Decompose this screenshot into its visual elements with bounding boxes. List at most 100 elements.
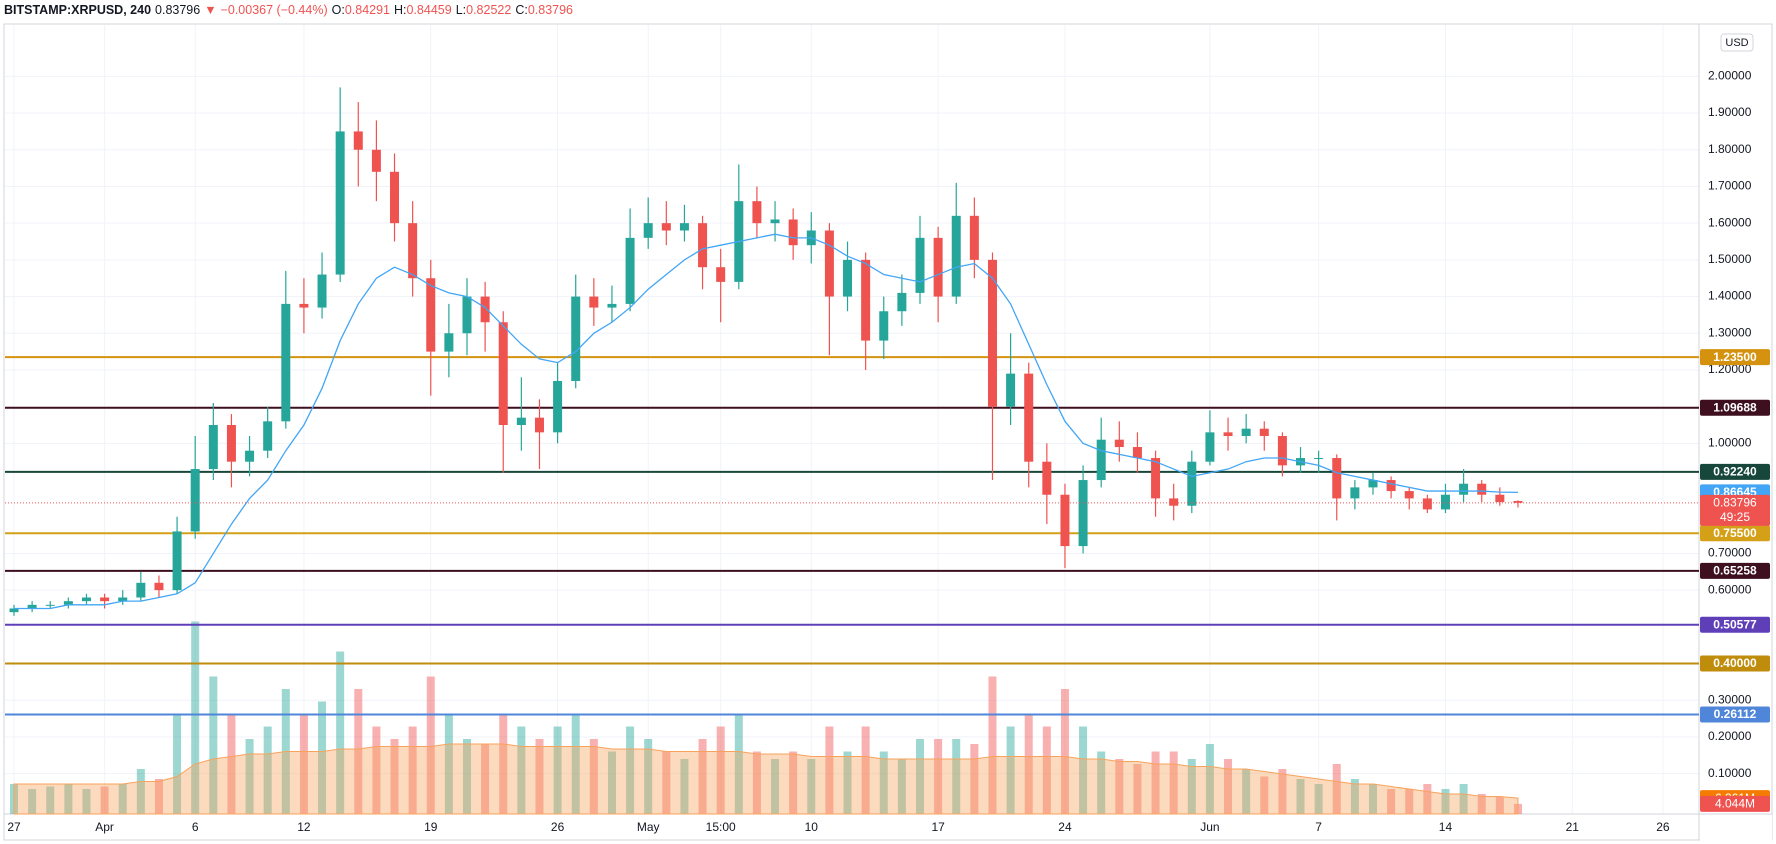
candle-body bbox=[879, 311, 889, 341]
header: BITSTAMP:XRPUSD, 240 0.83796 ▼ −0.00367 (−0… bbox=[4, 3, 581, 17]
volume-bar bbox=[1169, 751, 1178, 814]
candle-body bbox=[698, 223, 708, 268]
axis-strip bbox=[1700, 815, 1772, 843]
volume-bar bbox=[1387, 789, 1396, 814]
volume-bar bbox=[879, 751, 888, 814]
volume-bar bbox=[607, 751, 616, 814]
candle-body bbox=[498, 322, 508, 426]
y-tick-label: 1.00000 bbox=[1708, 436, 1752, 450]
candle-body bbox=[1241, 428, 1251, 437]
candle-body bbox=[136, 582, 146, 598]
y-tick-label: 1.40000 bbox=[1708, 289, 1752, 303]
volume-bar bbox=[680, 759, 689, 814]
volume-bar bbox=[1369, 784, 1377, 814]
y-tick-label: 0.20000 bbox=[1708, 729, 1752, 743]
volume-bar bbox=[463, 739, 471, 814]
volume-bar bbox=[1097, 751, 1106, 814]
candle-body bbox=[245, 450, 255, 462]
candle-body bbox=[607, 303, 617, 308]
level-badge-label: 0.75500 bbox=[1713, 526, 1757, 540]
volume-bar bbox=[1260, 776, 1269, 814]
candle-body bbox=[897, 292, 907, 312]
candle-body bbox=[1223, 432, 1233, 437]
volume-bar bbox=[789, 751, 798, 814]
ohlc-value: 0.83796 bbox=[527, 3, 573, 17]
candle-body bbox=[534, 417, 544, 433]
volume-bar bbox=[698, 739, 707, 814]
candle-body bbox=[553, 380, 563, 433]
volume-bar bbox=[444, 714, 453, 814]
level-badge bbox=[1700, 562, 1770, 579]
candle-body bbox=[1440, 494, 1450, 510]
candle-body bbox=[1386, 480, 1396, 492]
candle-body bbox=[1205, 432, 1215, 462]
x-tick-label: May bbox=[637, 820, 660, 834]
level-badge-label: 0.40000 bbox=[1713, 656, 1757, 670]
candle-body bbox=[1078, 480, 1088, 547]
candle-body bbox=[1114, 439, 1124, 448]
volume-bar bbox=[825, 726, 834, 814]
level-badge-label: 0.50577 bbox=[1713, 617, 1757, 631]
candle-body bbox=[480, 296, 490, 323]
volume-bar bbox=[318, 701, 327, 814]
volume-bar bbox=[499, 714, 508, 814]
candle-body bbox=[353, 131, 363, 150]
volume-bar bbox=[154, 779, 163, 814]
candle-body bbox=[1169, 498, 1179, 506]
volume-bar bbox=[952, 739, 961, 814]
candle-body bbox=[716, 267, 726, 282]
y-tick-label: 1.20000 bbox=[1708, 362, 1752, 376]
level-badge bbox=[1700, 399, 1770, 416]
candle-body bbox=[987, 259, 997, 407]
volume-bar bbox=[1423, 784, 1432, 814]
candle-body bbox=[643, 223, 653, 238]
volume-bar bbox=[46, 786, 55, 814]
candle-body bbox=[589, 296, 599, 308]
volume-bar bbox=[481, 744, 490, 814]
volume-bar bbox=[571, 714, 580, 814]
volume-bar bbox=[553, 726, 562, 814]
volume-bar bbox=[299, 714, 308, 814]
candle-body bbox=[661, 223, 671, 231]
volume-bar bbox=[1151, 751, 1160, 814]
candle-body bbox=[1459, 483, 1469, 495]
volume-bar bbox=[771, 759, 780, 814]
y-tick-label: 1.50000 bbox=[1708, 252, 1752, 266]
volume-bar bbox=[988, 676, 997, 814]
candle-body bbox=[1277, 436, 1287, 466]
last: 0.83796 bbox=[155, 3, 201, 17]
volume-bar bbox=[227, 714, 236, 814]
volume-bar bbox=[1006, 726, 1015, 814]
volume-bar bbox=[734, 714, 743, 814]
candle-body bbox=[27, 604, 37, 609]
candle-body bbox=[843, 259, 853, 297]
volume-bar bbox=[662, 751, 671, 814]
volume-bar bbox=[1477, 794, 1486, 814]
level-badge bbox=[1700, 655, 1770, 672]
ohlc-label: H: bbox=[394, 3, 407, 17]
candle-body bbox=[390, 171, 400, 224]
volume-bar bbox=[118, 784, 127, 814]
candle-body bbox=[444, 333, 454, 352]
volume-bar bbox=[644, 739, 653, 814]
ohlc-label: C: bbox=[515, 3, 528, 17]
symbol: BITSTAMP:XRPUSD, 240 bbox=[4, 3, 152, 17]
candle-body bbox=[1024, 373, 1034, 462]
volume-bar bbox=[1224, 759, 1233, 814]
volume-bar bbox=[861, 726, 870, 814]
volume-bar bbox=[390, 739, 399, 814]
volume-ma-area bbox=[13, 743, 1519, 815]
y-tick-label: 0.60000 bbox=[1708, 582, 1752, 596]
candle-body bbox=[1006, 373, 1016, 407]
candle-body bbox=[1404, 491, 1414, 499]
candle-body bbox=[190, 469, 200, 532]
volume-bar bbox=[263, 726, 272, 814]
x-tick-label: 14 bbox=[1439, 820, 1453, 834]
candle-body bbox=[1477, 483, 1487, 495]
volume-bar bbox=[408, 726, 417, 814]
volume-bar bbox=[1242, 769, 1251, 814]
candle-body bbox=[951, 215, 961, 297]
countdown: 49:25 bbox=[1720, 510, 1750, 524]
candle-body bbox=[45, 604, 55, 606]
ohlc: O:0.84291 H:0.84459 L:0.82522 C:0.83796 bbox=[332, 3, 577, 17]
